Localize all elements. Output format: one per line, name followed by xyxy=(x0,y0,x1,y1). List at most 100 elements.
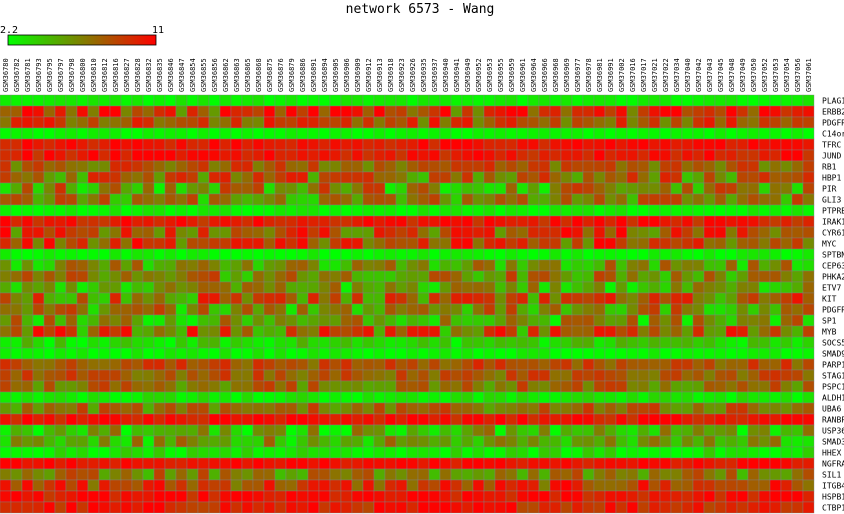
heatmap-cell xyxy=(395,138,408,151)
heatmap-cell xyxy=(439,116,452,129)
heatmap-cell xyxy=(527,468,540,481)
heatmap-cell xyxy=(802,468,815,481)
heatmap-cell xyxy=(109,391,122,404)
heatmap-cell xyxy=(593,413,606,426)
heatmap-cell xyxy=(560,94,573,107)
column-label: GSM36868 xyxy=(255,58,263,92)
heatmap-cell xyxy=(560,347,573,360)
heatmap-cell xyxy=(131,369,144,382)
heatmap-cell xyxy=(373,204,386,217)
heatmap-cell xyxy=(681,259,694,272)
heatmap-cell xyxy=(516,358,529,371)
heatmap-cell xyxy=(21,116,34,129)
heatmap-cell xyxy=(571,369,584,382)
heatmap-cell xyxy=(252,358,265,371)
heatmap-cell xyxy=(494,479,507,492)
heatmap-cell xyxy=(461,292,474,305)
heatmap-cell xyxy=(109,193,122,206)
heatmap-cell xyxy=(153,424,166,437)
heatmap-cell xyxy=(560,435,573,448)
heatmap-cell xyxy=(450,281,463,294)
heatmap-cell xyxy=(417,391,430,404)
heatmap-cell xyxy=(802,402,815,415)
heatmap-cell xyxy=(395,171,408,184)
heatmap-cell xyxy=(626,490,639,503)
row-label: PSPC1 xyxy=(822,383,844,392)
heatmap-cell xyxy=(461,105,474,118)
heatmap-cell xyxy=(516,479,529,492)
heatmap-cell xyxy=(274,248,287,261)
heatmap-cell xyxy=(307,347,320,360)
heatmap-cell xyxy=(186,369,199,382)
heatmap-cell xyxy=(186,193,199,206)
heatmap-cell xyxy=(593,479,606,492)
heatmap-cell xyxy=(703,424,716,437)
heatmap-cell xyxy=(0,391,12,404)
heatmap-cell xyxy=(384,435,397,448)
heatmap-cell xyxy=(483,468,496,481)
heatmap-cell xyxy=(0,226,12,239)
heatmap-cell xyxy=(351,391,364,404)
heatmap-cell xyxy=(615,171,628,184)
heatmap-cell xyxy=(329,413,342,426)
heatmap-cell xyxy=(725,94,738,107)
heatmap-cell xyxy=(571,193,584,206)
heatmap-cell xyxy=(0,435,12,448)
heatmap-cell xyxy=(296,303,309,316)
heatmap-cell xyxy=(32,94,45,107)
heatmap-cell xyxy=(208,149,221,162)
heatmap-cell xyxy=(593,468,606,481)
column-label: GSM37017 xyxy=(640,58,648,92)
heatmap-cell xyxy=(615,468,628,481)
heatmap-cell xyxy=(395,105,408,118)
heatmap-cell xyxy=(659,270,672,283)
heatmap-cell xyxy=(461,226,474,239)
heatmap-cell xyxy=(428,215,441,228)
heatmap-cell xyxy=(791,281,804,294)
heatmap-cell xyxy=(791,325,804,338)
column-label: GSM36961 xyxy=(519,58,527,92)
heatmap-cell xyxy=(439,204,452,217)
heatmap-cell xyxy=(263,149,276,162)
heatmap-cell xyxy=(802,248,815,261)
heatmap-cell xyxy=(714,94,727,107)
heatmap-cell xyxy=(659,325,672,338)
heatmap-cell xyxy=(21,281,34,294)
heatmap-cell xyxy=(142,127,155,140)
heatmap-cell xyxy=(373,402,386,415)
heatmap-cell xyxy=(461,204,474,217)
heatmap-cell xyxy=(318,402,331,415)
heatmap-cell xyxy=(758,204,771,217)
heatmap-cell xyxy=(472,347,485,360)
heatmap-cell xyxy=(692,138,705,151)
heatmap-cell xyxy=(681,237,694,250)
heatmap-cell xyxy=(527,402,540,415)
heatmap-cell xyxy=(692,248,705,261)
heatmap-cell xyxy=(472,105,485,118)
heatmap-cell xyxy=(142,336,155,349)
heatmap-cell xyxy=(164,358,177,371)
heatmap-cell xyxy=(483,402,496,415)
heatmap-cell xyxy=(450,336,463,349)
heatmap-cell xyxy=(703,94,716,107)
heatmap-cell xyxy=(285,281,298,294)
heatmap-cell xyxy=(241,138,254,151)
heatmap-cell xyxy=(186,160,199,173)
heatmap-cell xyxy=(252,424,265,437)
heatmap-cell xyxy=(538,424,551,437)
heatmap-cells xyxy=(0,94,815,514)
heatmap-cell xyxy=(329,259,342,272)
heatmap-cell xyxy=(164,281,177,294)
heatmap-cell xyxy=(186,424,199,437)
heatmap-cell xyxy=(604,402,617,415)
column-label: GSM36955 xyxy=(497,58,505,92)
heatmap-cell xyxy=(131,358,144,371)
heatmap-cell xyxy=(703,347,716,360)
heatmap-cell xyxy=(120,369,133,382)
heatmap-cell xyxy=(340,248,353,261)
heatmap-cell xyxy=(362,248,375,261)
heatmap-cell xyxy=(21,204,34,217)
heatmap-cell xyxy=(681,226,694,239)
heatmap-cell xyxy=(571,94,584,107)
heatmap-cell xyxy=(494,380,507,393)
